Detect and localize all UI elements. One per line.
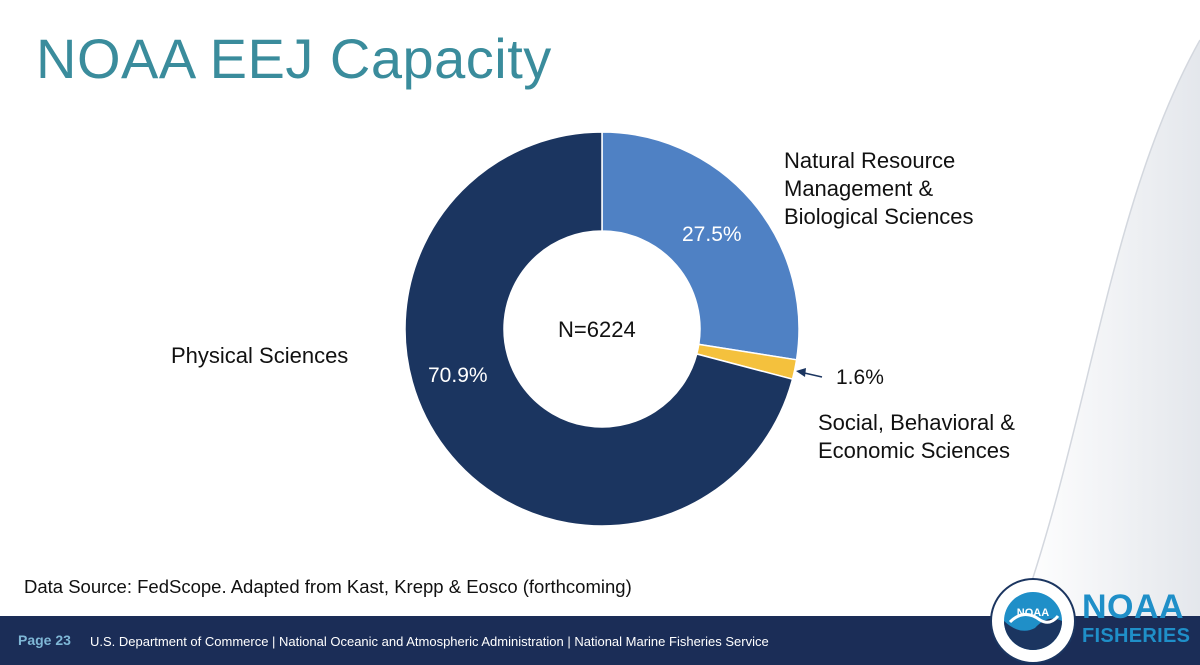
category-label-line: Social, Behavioral & <box>818 410 1015 435</box>
data-source-note: Data Source: FedScope. Adapted from Kast… <box>24 576 632 597</box>
category-label-physical: Physical Sciences <box>171 342 348 370</box>
footer-agencies: U.S. Department of Commerce | National O… <box>90 634 769 649</box>
noaa-seal-icon: NOAA <box>990 578 1076 664</box>
category-label-line: Physical Sciences <box>171 343 349 368</box>
leader-arrowhead <box>796 368 806 377</box>
pct-label-nrm: 27.5% <box>682 223 742 246</box>
brand-line2: FISHERIES <box>1082 625 1191 647</box>
noaa-fisheries-wordmark: NOAA FISHERIES <box>1082 590 1190 646</box>
category-label-line: Biological Sciences <box>784 204 974 229</box>
category-label-line: Natural Resource <box>784 148 956 173</box>
page-number: Page 23 <box>18 632 71 648</box>
pct-label-physical: 70.9% <box>428 364 488 387</box>
category-label-line: Management & <box>784 176 934 201</box>
slide-title: NOAA EEJ Capacity <box>36 27 552 90</box>
noaa-seal-text: NOAA <box>1017 607 1049 619</box>
slice-natural-resource <box>601 131 800 361</box>
center-label: N=6224 <box>558 317 636 342</box>
category-label-nrm: Natural Resource Management & Biological… <box>784 147 974 231</box>
slice-physical-sciences <box>404 131 794 527</box>
category-label-social: Social, Behavioral & Economic Sciences <box>818 409 1015 465</box>
category-label-line: Economic Sciences <box>818 438 1010 463</box>
pct-label-social: 1.6% <box>836 366 884 389</box>
brand-line1: NOAA <box>1082 588 1185 626</box>
